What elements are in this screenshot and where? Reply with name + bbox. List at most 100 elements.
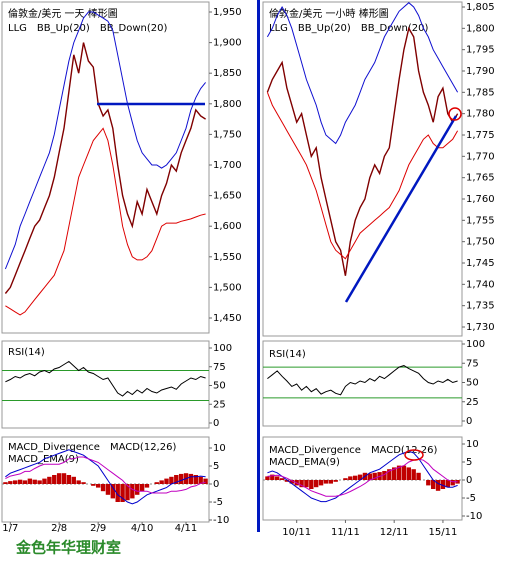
chart-title: 倫敦金/美元 一天 棒形圖 bbox=[8, 7, 118, 20]
y-tick-label: 1,750 bbox=[466, 237, 495, 248]
y-tick-label: 1,730 bbox=[466, 322, 495, 333]
y-tick-label: 1,950 bbox=[213, 7, 242, 18]
y-tick-label: 1,745 bbox=[466, 258, 495, 269]
divider bbox=[257, 0, 260, 532]
legend-entry: MACD_Divergence bbox=[269, 445, 361, 456]
y-tick-label: -5 bbox=[213, 497, 223, 508]
y-tick-label: 1,805 bbox=[466, 2, 495, 13]
histogram-bar bbox=[382, 471, 387, 480]
histogram-bar bbox=[328, 480, 334, 484]
footer-brand: 金色年华理财室 bbox=[15, 539, 121, 557]
histogram-bar bbox=[450, 480, 455, 486]
histogram-bar bbox=[426, 480, 431, 486]
y-tick-label: 1,450 bbox=[213, 313, 242, 324]
histogram-bar bbox=[193, 475, 198, 484]
panel-frame bbox=[1, 340, 210, 429]
y-tick-label: 100 bbox=[466, 339, 485, 350]
chart-title: 倫敦金/美元 一小時 棒形圖 bbox=[269, 7, 389, 20]
legend-entry: BB_Down(20) bbox=[361, 23, 429, 34]
y-tick-label: 5 bbox=[213, 461, 219, 472]
histogram-bar bbox=[348, 476, 353, 480]
legend-entry: MACD_EMA(9) bbox=[269, 457, 340, 468]
legend-entry: MACD(12,26) bbox=[371, 445, 438, 456]
histogram-bar bbox=[318, 480, 324, 486]
y-tick-label: 0 bbox=[466, 416, 472, 427]
histogram-bar bbox=[372, 472, 377, 480]
indicator-line bbox=[4, 11, 206, 270]
histogram-bar bbox=[110, 484, 116, 499]
x-tick-label: 4/10 bbox=[131, 523, 153, 534]
highlight-circle bbox=[448, 107, 462, 121]
histogram-bar bbox=[125, 484, 130, 501]
histogram-bar bbox=[188, 473, 194, 484]
histogram-bar bbox=[135, 484, 140, 495]
y-tick-label: 1,550 bbox=[213, 252, 242, 263]
y-tick-label: -5 bbox=[466, 493, 476, 504]
histogram-bar bbox=[164, 478, 169, 484]
histogram-bar bbox=[401, 465, 407, 480]
y-tick-label: 1,740 bbox=[466, 279, 495, 290]
y-tick-label: 5 bbox=[466, 457, 472, 468]
indicator-line bbox=[267, 365, 458, 396]
histogram-bar bbox=[61, 473, 67, 484]
histogram-bar bbox=[154, 482, 159, 484]
histogram-bar bbox=[13, 480, 18, 484]
histogram-bar bbox=[174, 475, 179, 484]
histogram-bar bbox=[274, 476, 280, 480]
histogram-bar bbox=[416, 472, 421, 480]
y-tick-label: 1,800 bbox=[213, 99, 242, 110]
histogram-bar bbox=[56, 473, 62, 484]
indicator-line bbox=[266, 2, 459, 145]
histogram-bar bbox=[270, 474, 275, 480]
indicator-line bbox=[267, 458, 458, 497]
histogram-bar bbox=[289, 480, 295, 484]
panel-frame bbox=[262, 340, 463, 427]
histogram-bar bbox=[279, 478, 285, 480]
y-tick-label: 25 bbox=[213, 399, 226, 410]
y-tick-label: 0 bbox=[213, 418, 219, 429]
histogram-bar bbox=[406, 467, 412, 480]
panel-frame bbox=[262, 1, 463, 337]
histogram-bar bbox=[91, 484, 96, 486]
histogram-bar bbox=[430, 480, 436, 489]
histogram-bar bbox=[333, 480, 338, 482]
panel-frame bbox=[1, 1, 210, 334]
histogram-bar bbox=[435, 480, 441, 491]
y-tick-label: 1,795 bbox=[466, 45, 495, 56]
histogram-bar bbox=[3, 482, 8, 484]
histogram-bar bbox=[265, 476, 270, 480]
highlight-circle bbox=[404, 449, 424, 461]
y-tick-label: 1,850 bbox=[213, 68, 242, 79]
legend-entry: LLG bbox=[269, 23, 288, 34]
x-tick-label: 1/7 bbox=[2, 523, 18, 534]
histogram-bar bbox=[313, 480, 319, 488]
histogram-bar bbox=[139, 484, 145, 492]
histogram-bar bbox=[323, 480, 329, 484]
y-tick-label: 25 bbox=[466, 397, 479, 408]
histogram-bar bbox=[47, 476, 52, 484]
y-tick-label: 1,700 bbox=[213, 160, 242, 171]
histogram-bar bbox=[144, 484, 150, 488]
histogram-bar bbox=[105, 484, 111, 495]
y-tick-label: 1,785 bbox=[466, 87, 495, 98]
y-tick-label: 0 bbox=[213, 479, 219, 490]
histogram-bar bbox=[343, 478, 348, 480]
y-tick-label: 1,775 bbox=[466, 130, 495, 141]
histogram-bar bbox=[32, 479, 37, 484]
histogram-bar bbox=[37, 480, 42, 484]
y-tick-label: 1,900 bbox=[213, 38, 242, 49]
y-tick-label: -10 bbox=[213, 515, 229, 526]
histogram-bar bbox=[284, 480, 290, 482]
indicator-line bbox=[267, 450, 458, 503]
y-tick-label: 1,770 bbox=[466, 151, 495, 162]
x-tick-label: 11/11 bbox=[331, 527, 360, 538]
histogram-bar bbox=[22, 480, 28, 484]
y-tick-label: 75 bbox=[213, 362, 226, 373]
histogram-bar bbox=[304, 480, 309, 488]
x-tick-label: 12/11 bbox=[380, 527, 409, 538]
histogram-bar bbox=[299, 480, 304, 488]
histogram-bar bbox=[130, 484, 135, 499]
y-tick-label: 50 bbox=[466, 378, 479, 389]
y-tick-label: 1,735 bbox=[466, 301, 495, 312]
